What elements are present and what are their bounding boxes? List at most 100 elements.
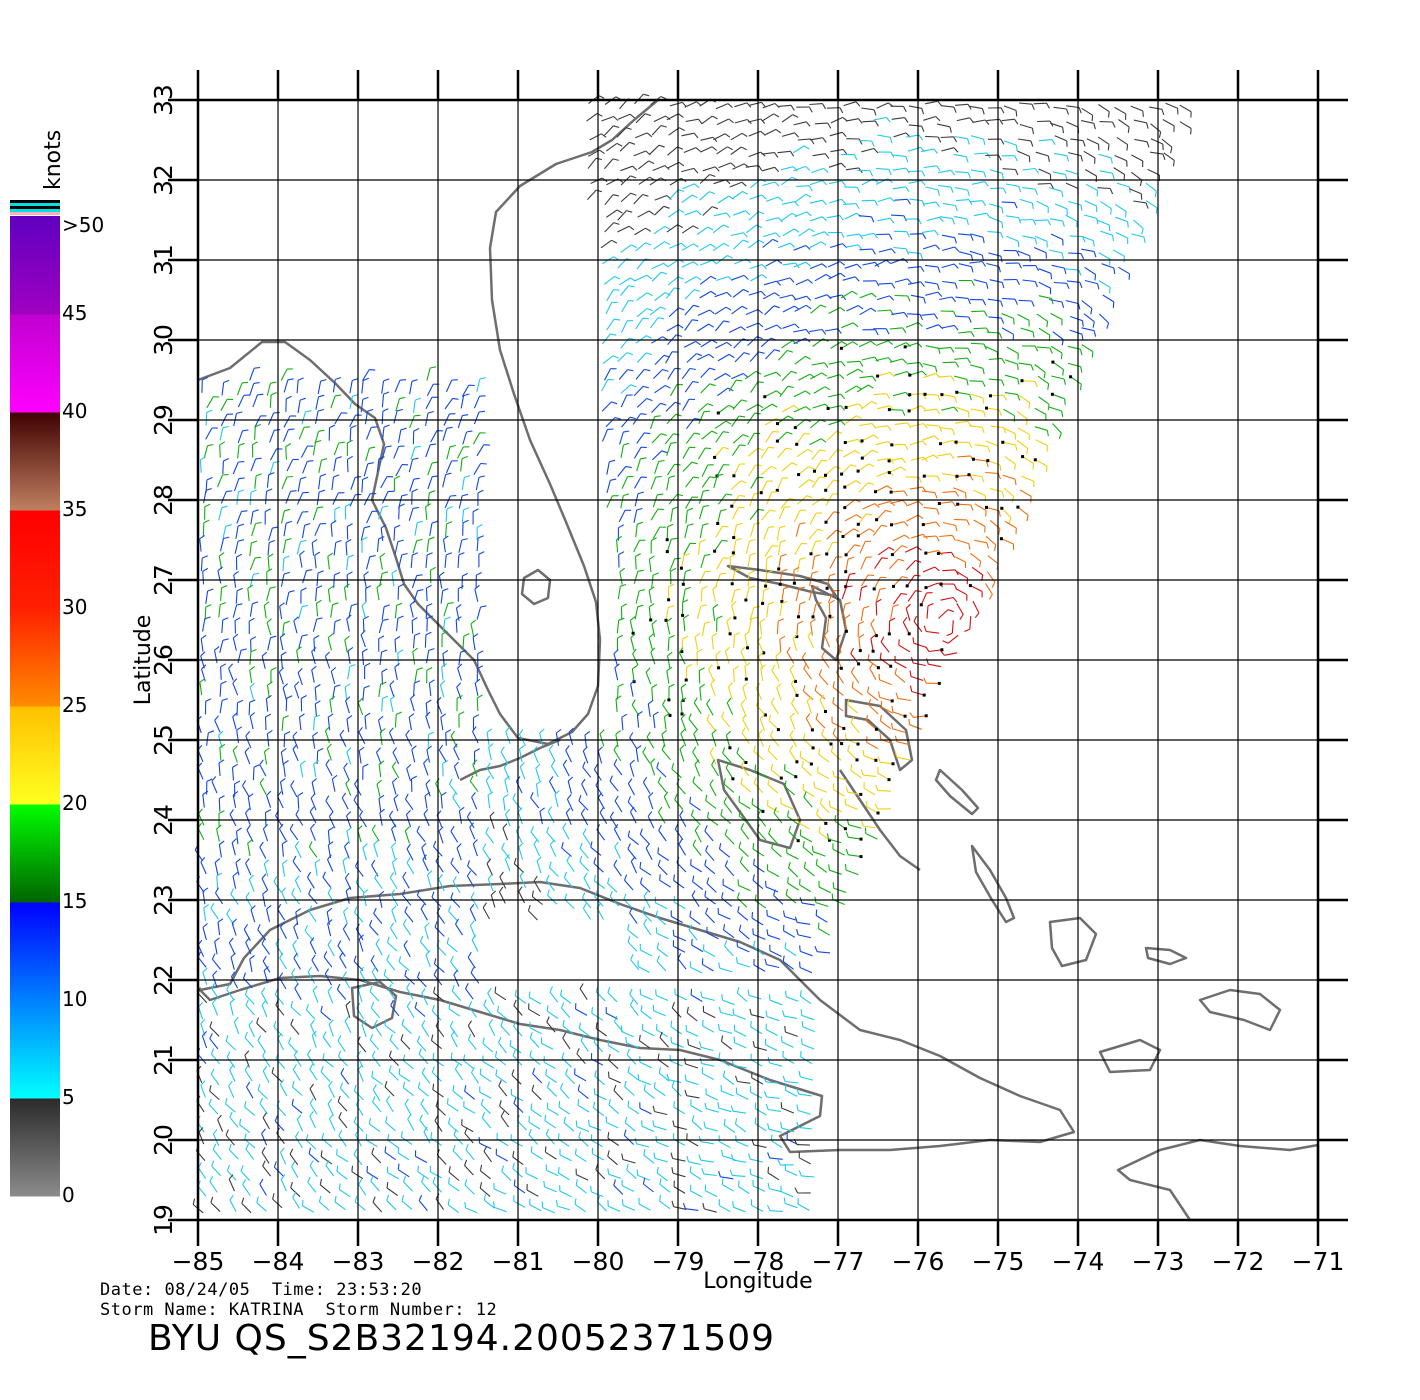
wind-barb <box>830 745 842 761</box>
wind-barb <box>391 905 397 923</box>
wind-barb <box>471 792 478 810</box>
wind-barb <box>249 648 257 665</box>
wind-barb <box>941 324 959 331</box>
wind-barb <box>209 1176 218 1193</box>
wind-barb <box>490 890 497 908</box>
wind-barb <box>427 731 434 748</box>
wind-barb <box>617 583 627 600</box>
wind-barb <box>380 476 394 489</box>
wind-barb <box>655 927 669 940</box>
wind-barb <box>433 986 445 1002</box>
wind-barb <box>262 1065 270 1083</box>
wind-barb <box>498 1080 508 1097</box>
wind-barb <box>579 842 589 859</box>
wind-barb <box>515 825 523 843</box>
wind-barb <box>259 1097 268 1115</box>
wind-barb <box>530 1103 543 1118</box>
wind-barb <box>349 414 362 427</box>
legend-label: 25 <box>62 693 87 717</box>
wind-barb <box>753 958 766 972</box>
wind-barb <box>486 728 493 746</box>
wind-barb <box>717 493 733 505</box>
wind-barb <box>599 729 605 747</box>
wind-barb <box>218 552 225 570</box>
wind-barb <box>763 526 775 540</box>
wind-barb <box>1049 298 1065 308</box>
wind-barb <box>582 828 591 846</box>
wind-barb <box>780 1102 795 1114</box>
wind-barb <box>560 989 572 1004</box>
wind-barb <box>639 943 653 957</box>
wind-barb <box>732 1008 747 1020</box>
wind-barb <box>429 520 438 536</box>
wind-barb <box>989 279 1005 289</box>
wind-barb <box>841 602 851 618</box>
wind-barb <box>891 311 909 318</box>
wind-barb <box>908 718 922 730</box>
wind-barb <box>458 493 469 509</box>
wind-barb <box>919 592 933 607</box>
wind-barb <box>878 282 896 289</box>
wind-barb <box>1115 231 1129 245</box>
wind-barb <box>285 695 293 712</box>
wind-barb <box>619 277 636 286</box>
wind-barb <box>704 825 714 842</box>
wind-barb <box>220 663 227 680</box>
wind-barb <box>707 664 715 682</box>
wind-barb <box>699 522 709 539</box>
wind-barb <box>242 780 250 798</box>
wind-barb <box>1049 187 1064 198</box>
wind-barb <box>701 115 718 125</box>
wind-barb <box>1005 183 1022 193</box>
wind-barb <box>575 1168 589 1181</box>
wind-barb <box>425 950 431 968</box>
wind-barb <box>1134 138 1150 148</box>
wind-barb <box>1096 219 1111 232</box>
wind-barb <box>446 1098 459 1112</box>
wind-barb <box>826 833 842 844</box>
wind-barb <box>811 167 829 174</box>
wind-barb <box>327 713 334 731</box>
wind-barb <box>297 792 304 809</box>
wind-barb <box>681 243 699 251</box>
wind-barb <box>715 341 733 349</box>
wind-barb <box>759 618 766 636</box>
wind-barb <box>546 1005 559 1019</box>
wind-barb <box>720 1085 734 1097</box>
wind-barb <box>809 328 827 335</box>
wind-barb <box>721 1178 734 1192</box>
wind-barb <box>794 193 812 203</box>
wind-barb <box>859 307 877 316</box>
wind-barb <box>575 1003 588 1016</box>
wind-barb <box>828 360 846 367</box>
wind-barb <box>286 458 299 472</box>
wind-barb <box>234 539 245 554</box>
wind-barb <box>787 877 799 891</box>
wind-barb <box>365 554 376 570</box>
wind-barb <box>785 888 797 904</box>
wind-barb <box>705 794 717 809</box>
wind-barb <box>681 132 699 139</box>
wind-barb <box>483 1194 495 1209</box>
wind-barb <box>990 187 1007 194</box>
wind-barb <box>1002 168 1019 176</box>
wind-barb <box>744 630 751 650</box>
wind-barb <box>905 476 922 484</box>
wind-barb <box>397 427 407 443</box>
wind-barb <box>292 1064 301 1081</box>
wind-barb <box>1050 345 1063 360</box>
wind-barb <box>425 396 439 409</box>
wind-barb <box>1036 346 1053 354</box>
wind-barb <box>481 1112 492 1129</box>
wind-barb <box>529 1021 542 1035</box>
wind-barb <box>818 826 831 842</box>
wind-barb <box>619 430 630 445</box>
wind-barb <box>688 713 698 730</box>
wind-barb <box>681 569 692 586</box>
wind-barb <box>761 166 780 173</box>
wind-barb <box>391 569 398 587</box>
wind-barb <box>513 857 525 874</box>
wind-barb <box>263 859 270 877</box>
wind-barb <box>750 381 764 393</box>
wind-barb <box>971 310 988 317</box>
